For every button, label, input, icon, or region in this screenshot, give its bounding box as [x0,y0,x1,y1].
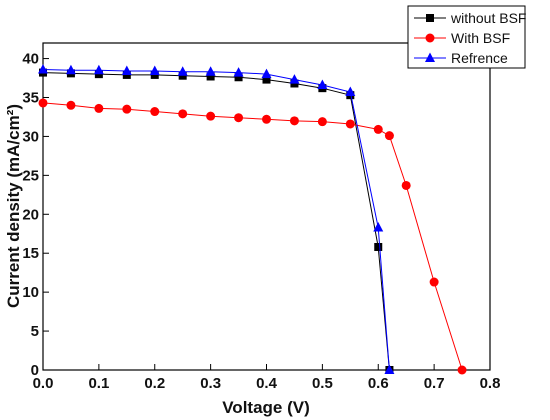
data-point-with-bsf [457,365,467,375]
data-point-with-bsf [38,98,48,108]
y-tick-label: 0 [31,362,39,379]
data-point-with-bsf [345,119,355,129]
data-point-refrence [289,74,300,84]
y-axis: 0 5 10 15 20 25 30 35 40 [22,51,49,379]
series-line-refrence [42,69,390,371]
data-point-without-bsf [374,242,383,251]
legend-item-refrence: Refrence [414,50,508,66]
data-point-with-bsf [122,104,132,114]
y-tick-label: 10 [22,284,39,301]
data-point-with-bsf [206,111,216,121]
data-point-with-bsf [289,116,299,126]
data-point-refrence [38,63,48,74]
y-tick-label: 40 [22,51,39,68]
legend-marker [426,14,434,22]
x-tick-label: 0.7 [424,375,445,392]
data-point-refrence [149,65,160,76]
series-refrence [38,63,395,374]
data-point-with-bsf [384,131,394,141]
x-tick-label: 0.2 [144,375,165,392]
y-tick-label: 5 [31,323,39,340]
y-tick-label: 30 [22,128,39,145]
y-axis-label: Current density (mA/cm²) [4,104,23,308]
data-point-refrence [261,68,272,79]
data-point-with-bsf [66,100,76,110]
data-point-without-bsf [206,72,215,81]
data-point-refrence [205,66,216,76]
x-axis-label: Voltage (V) [222,398,310,417]
legend-item-without-bsf: without BSF [414,10,526,26]
data-point-with-bsf [262,114,271,124]
data-point-refrence [93,64,104,75]
legend-item-with-bsf: With BSF [414,30,510,46]
data-point-with-bsf [429,277,439,287]
data-point-with-bsf [401,180,411,190]
data-point-refrence [121,65,132,76]
series-with-bsf [38,98,467,375]
x-tick-label: 0.3 [200,375,221,392]
data-point-refrence [317,79,328,90]
x-tick-label: 0.5 [312,375,333,392]
y-tick-label: 35 [22,90,39,107]
legend-marker [425,52,435,62]
data-point-without-bsf [234,73,243,82]
x-tick-label: 0.6 [368,375,389,392]
x-tick-label: 0.0 [33,375,54,392]
x-tick-label: 0.1 [88,375,109,392]
legend-label: Refrence [451,50,508,66]
data-point-with-bsf [178,109,188,119]
plot-area [42,42,491,371]
data-point-refrence [373,222,384,232]
legend-label: without BSF [450,10,526,26]
data-point-with-bsf [150,107,160,117]
data-point-refrence [177,66,188,76]
x-tick-label: 0.4 [256,375,278,392]
legend-marker [425,33,435,43]
legend-label: With BSF [451,30,510,46]
legend: without BSF With BSF Refrence [407,5,526,69]
y-tick-label: 25 [22,167,39,184]
y-tick-label: 15 [22,245,39,262]
y-tick-label: 20 [22,206,39,223]
data-point-without-bsf [262,75,271,84]
x-tick-label: 0.8 [480,375,501,392]
x-axis: 0.0 0.1 0.2 0.3 0.4 0.5 0.6 0.7 0.8 [33,364,501,392]
data-point-refrence [345,86,356,97]
data-point-refrence [65,64,76,75]
data-point-refrence [233,67,244,77]
data-point-with-bsf [234,113,244,123]
series-layer [38,63,467,375]
data-point-with-bsf [317,117,327,127]
data-point-refrence [384,364,395,374]
data-point-with-bsf [94,103,104,113]
data-point-with-bsf [373,124,383,134]
